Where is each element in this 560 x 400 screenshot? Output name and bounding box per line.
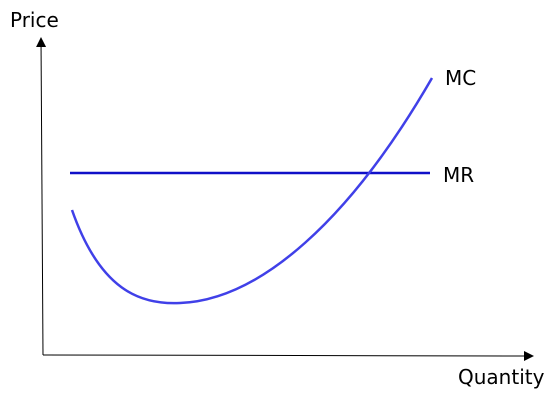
curve-label: MC [445, 66, 476, 90]
mc-curve [70, 77, 434, 305]
curve-label: MR [443, 163, 474, 187]
x-axis-label: Quantity [458, 365, 545, 389]
y-axis-label: Price [10, 8, 59, 32]
y-axis [36, 37, 47, 356]
x-axis [42, 350, 534, 361]
